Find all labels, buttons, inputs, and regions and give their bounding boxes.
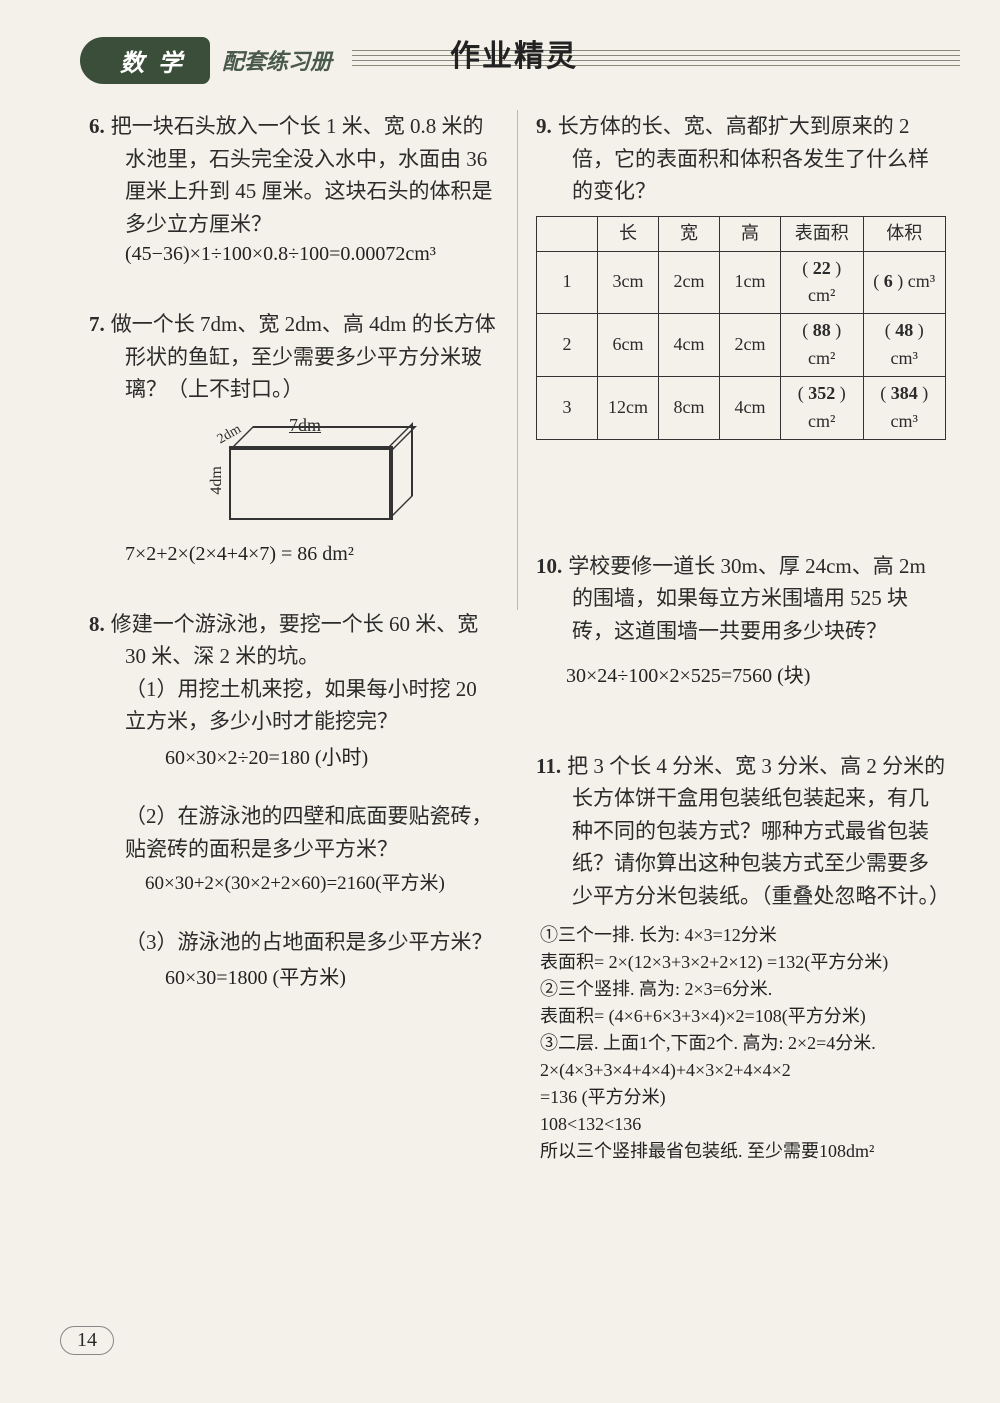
paren: ( [802,320,813,340]
q8-part1: （1）用挖土机来挖，如果每小时挖 20 立方米，多少小时才能挖完？ [89,673,499,738]
q11-text: 把 3 个长 4 分米、宽 3 分米、高 2 分米的长方体饼干盒用包装纸包装起来… [567,754,950,908]
header-badge: 数 学 [80,37,210,84]
header-rule-lines [352,50,960,70]
q11-handwork: ①三个一排. 长为: 4×3=12分米 表面积= 2×(12×3+3×2+2×1… [540,922,946,1165]
paren: ( [880,383,891,403]
q7-dim-height: 4dm [205,466,230,494]
cell: 2cm [659,251,720,314]
cell: 8cm [659,377,720,440]
th-volume: 体积 [863,216,946,251]
q8-part3: （3）游泳池的占地面积是多少平方米？ [89,926,499,959]
q8-text: 修建一个游泳池，要挖一个长 60 米、宽 30 米、深 2 米的坑。 [111,612,479,669]
fill-v: 384 [891,383,918,403]
cell: 4cm [720,377,781,440]
question-9: 9.长方体的长、宽、高都扩大到原来的 2 倍，它的表面积和体积各发生了什么样的变… [536,110,946,440]
cell-v: ( 48 ) cm³ [863,314,946,377]
page-number: 14 [60,1326,114,1355]
question-7: 7.做一个长 7dm、宽 2dm、高 4dm 的长方体形状的鱼缸，至少需要多少平… [89,308,499,568]
question-11: 11.把 3 个长 4 分米、宽 3 分米、高 2 分米的长方体饼干盒用包装纸包… [536,750,946,1166]
cell: 3cm [598,251,659,314]
th-surface-area: 表面积 [781,216,864,251]
content-columns: 6.把一块石头放入一个长 1 米、宽 0.8 米的水池里，石头完全没入水中，水面… [75,110,960,1313]
th-blank [537,216,598,251]
q8-number: 8. [89,612,105,636]
fill-sa: 88 [813,320,831,340]
cell-v: ( 6 ) cm³ [863,251,946,314]
cell: 3 [537,377,598,440]
paren: ) cm³ [893,271,935,291]
q6-text: 把一块石头放入一个长 1 米、宽 0.8 米的水池里，石头完全没入水中，水面由 … [111,114,493,236]
page: 数 学 配套练习册 作业精灵 6.把一块石头放入一个长 1 米、宽 0.8 米的… [0,0,1000,1403]
q7-handwork: 7×2+2×(2×4+4×7) = 86 dm² [89,540,499,568]
q8-part2-work: 60×30+2×(30×2+2×60)=2160(平方米) [109,871,499,898]
cell: 6cm [598,314,659,377]
q8-part1-work: 60×30×2÷20=180 (小时) [129,744,499,772]
cell-sa: ( 22 ) cm² [781,251,864,314]
q10-handwork: 30×24÷100×2×525=7560 (块) [566,662,946,690]
cell: 2cm [720,314,781,377]
fill-sa: 22 [813,258,831,278]
cell: 12cm [598,377,659,440]
q6-number: 6. [89,114,105,138]
question-8: 8.修建一个游泳池，要挖一个长 60 米、宽 30 米、深 2 米的坑。 （1）… [89,608,499,992]
header-handwritten-title: 作业精灵 [450,31,578,75]
paren: ( [885,320,896,340]
q8-part2: （2）在游泳池的四壁和底面要贴瓷砖，贴瓷砖的面积是多少平方米？ [89,800,499,865]
fill-sa: 352 [808,383,835,403]
cell: 1 [537,251,598,314]
q10-number: 10. [536,554,562,578]
q7-number: 7. [89,312,105,336]
question-6: 6.把一块石头放入一个长 1 米、宽 0.8 米的水池里，石头完全没入水中，水面… [89,110,499,268]
cell: 1cm [720,251,781,314]
cell-v: ( 384 ) cm³ [863,377,946,440]
q7-text: 做一个长 7dm、宽 2dm、高 4dm 的长方体形状的鱼缸，至少需要多少平方分… [111,312,496,401]
q9-text: 长方体的长、宽、高都扩大到原来的 2 倍，它的表面积和体积各发生了什么样的变化？ [558,114,929,203]
cuboid-front-face [229,446,393,520]
th-width: 宽 [659,216,720,251]
right-column: 9.长方体的长、宽、高都扩大到原来的 2 倍，它的表面积和体积各发生了什么样的变… [522,110,960,1313]
table-row: 2 6cm 4cm 2cm ( 88 ) cm² ( 48 ) cm³ [537,314,946,377]
header-subtitle: 配套练习册 [222,44,332,76]
q7-cuboid-diagram: 7dm 2dm 4dm [209,418,419,528]
th-height: 高 [720,216,781,251]
cell: 2 [537,314,598,377]
table-row: 1 3cm 2cm 1cm ( 22 ) cm² ( 6 ) cm³ [537,251,946,314]
question-10: 10.学校要修一道长 30m、厚 24cm、高 2m 的围墙，如果每立方米围墙用… [536,550,946,690]
fill-v: 48 [895,320,913,340]
paren: ( [802,258,813,278]
cell-sa: ( 88 ) cm² [781,314,864,377]
cell: 4cm [659,314,720,377]
q11-number: 11. [536,754,561,778]
q9-number: 9. [536,114,552,138]
column-divider [517,110,518,610]
paren: ( [873,271,884,291]
q8-part3-work: 60×30=1800 (平方米) [129,964,499,992]
th-length: 长 [598,216,659,251]
q10-text: 学校要修一道长 30m、厚 24cm、高 2m 的围墙，如果每立方米围墙用 52… [568,554,926,643]
paren: ( [798,383,809,403]
q9-table: 长 宽 高 表面积 体积 1 3cm 2cm 1cm ( 22 ) cm² ( … [536,216,946,440]
table-row: 3 12cm 8cm 4cm ( 352 ) cm² ( 384 ) cm³ [537,377,946,440]
q6-handwork: (45−36)×1÷100×0.8÷100=0.00072cm³ [89,240,499,268]
page-header: 数 学 配套练习册 作业精灵 [80,35,960,85]
table-header-row: 长 宽 高 表面积 体积 [537,216,946,251]
cell-sa: ( 352 ) cm² [781,377,864,440]
fill-v: 6 [884,271,893,291]
left-column: 6.把一块石头放入一个长 1 米、宽 0.8 米的水池里，石头完全没入水中，水面… [75,110,513,1313]
